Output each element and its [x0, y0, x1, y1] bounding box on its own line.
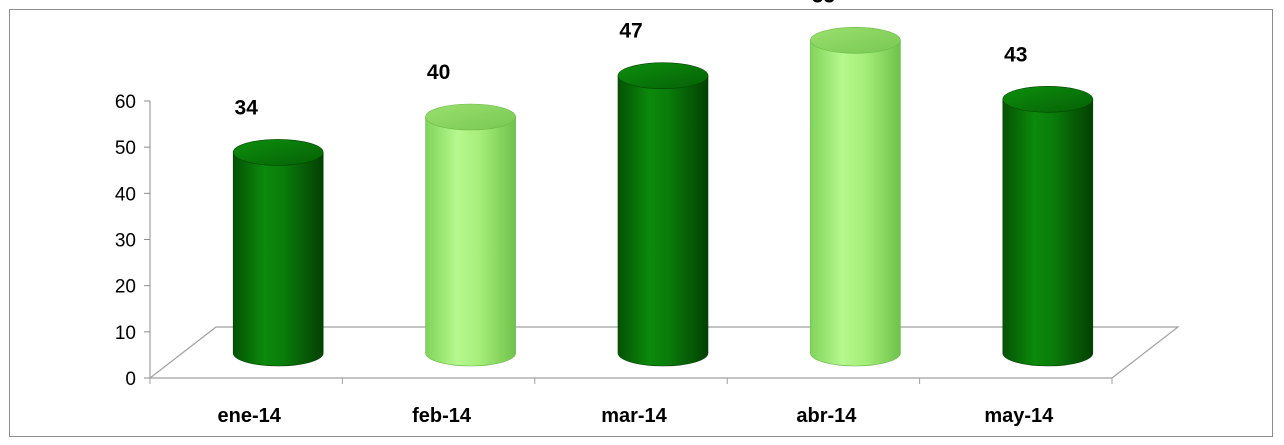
data-label-abr-14: 53: [812, 0, 835, 7]
cylinder-bar-mar-14: [617, 62, 709, 367]
cylinder-bar-may-14: [1002, 86, 1094, 367]
x-tick-label-abr-14: abr-14: [796, 405, 857, 427]
cylinder-bar-abr-14: [810, 26, 901, 367]
cylinder-body: [810, 40, 901, 367]
labels: 34 ene-14 40 feb-14 47 mar-14 53 abr-14 43 may-14: [218, 0, 1055, 427]
data-label-mar-14: 47: [619, 20, 642, 43]
cylinder-top: [232, 139, 324, 166]
y-tick-label: 20: [115, 277, 136, 298]
x-tick-label-may-14: may-14: [984, 405, 1054, 427]
cylinder-body: [425, 116, 516, 367]
cylinder-top: [1002, 86, 1094, 113]
cylinder-body: [232, 152, 324, 367]
y-tick-label: 40: [115, 184, 136, 205]
axes: 0 10 20 30 40 50 60: [115, 92, 1180, 390]
cylinder-body: [1002, 99, 1094, 367]
x-tick-label-ene-14: ene-14: [218, 405, 282, 427]
y-tick-label: 60: [115, 92, 136, 113]
chart-floor: [148, 326, 1180, 379]
data-label-may-14: 43: [1004, 43, 1027, 66]
cylinder-top: [810, 26, 901, 54]
data-label-ene-14: 34: [235, 96, 259, 119]
cylinder-bar-feb-14: [425, 103, 516, 367]
y-tick-label: 0: [125, 369, 136, 390]
x-tick-label-feb-14: feb-14: [412, 405, 472, 427]
y-tick-label: 50: [115, 138, 136, 159]
bars: [232, 26, 1094, 367]
data-label-feb-14: 40: [427, 61, 450, 84]
y-tick-label: 30: [115, 231, 136, 252]
x-tick-label-mar-14: mar-14: [601, 405, 667, 427]
y-tick-label: 10: [115, 323, 136, 344]
cylinder-top: [425, 103, 516, 131]
cylinder-body: [617, 75, 709, 367]
cylinder-top: [617, 62, 709, 89]
cylinder-bar-ene-14: [232, 139, 324, 367]
